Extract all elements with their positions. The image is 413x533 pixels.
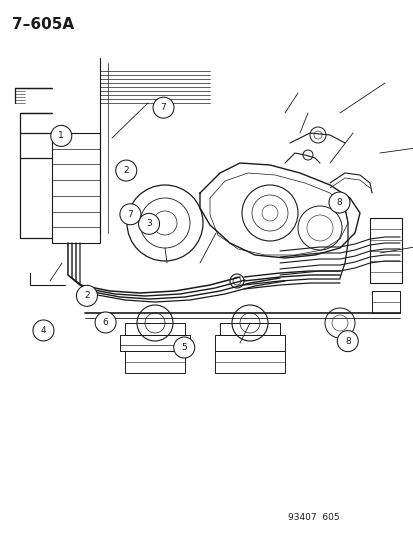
Circle shape [153,97,173,118]
Bar [371,291,399,313]
Bar [125,323,185,335]
Circle shape [337,330,357,352]
Text: 3: 3 [146,220,152,228]
Bar [52,133,100,243]
Text: 2: 2 [123,166,129,175]
Bar [369,218,401,283]
Circle shape [76,285,97,306]
Text: 1: 1 [58,132,64,140]
Bar [125,351,185,373]
Bar [120,335,190,351]
Text: 8: 8 [336,198,342,207]
Text: 7: 7 [160,103,166,112]
Circle shape [138,213,159,235]
Text: 7–605A: 7–605A [12,17,74,32]
Bar [219,323,279,335]
Text: 4: 4 [40,326,46,335]
Circle shape [173,337,194,358]
Circle shape [51,125,71,147]
Text: 8: 8 [344,337,350,345]
Text: 7: 7 [127,210,133,219]
Text: 93407  605: 93407 605 [287,513,339,522]
Circle shape [328,192,349,213]
Circle shape [120,204,140,225]
Text: 6: 6 [102,318,108,327]
Bar [214,335,284,351]
Circle shape [33,320,54,341]
Bar [214,351,284,373]
Text: 5: 5 [181,343,187,352]
Text: 2: 2 [84,292,90,300]
Circle shape [116,160,136,181]
Circle shape [95,312,116,333]
